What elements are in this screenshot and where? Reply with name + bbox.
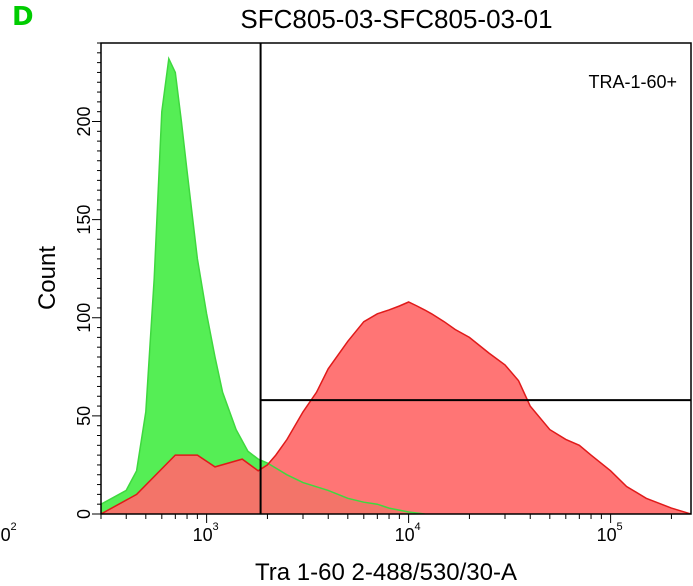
x-axis-title: Tra 1-60 2-488/530/30-A <box>255 559 517 586</box>
x-tick-exponent: 2 <box>11 521 17 533</box>
x-tick-exponent: 4 <box>415 521 421 533</box>
y-tick-label: 200 <box>74 106 94 136</box>
y-tick-label: 50 <box>74 406 94 426</box>
x-tick-label: 10 <box>395 525 415 545</box>
panel-label: D <box>12 2 34 32</box>
series-2-area <box>101 302 691 514</box>
y-tick-label: 150 <box>74 205 94 235</box>
chart-title: SFC805-03-SFC805-03-01 <box>240 4 553 34</box>
x-tick-label: 10 <box>0 525 11 545</box>
y-tick-label: 100 <box>74 303 94 333</box>
series-1-outline <box>101 56 425 514</box>
gate-label: TRA-1-60+ <box>588 72 677 92</box>
y-tick-label: 0 <box>74 509 94 519</box>
x-tick-exponent: 3 <box>213 521 219 533</box>
x-tick-exponent: 5 <box>617 521 623 533</box>
x-tick-label: 10 <box>597 525 617 545</box>
series-1-area <box>101 58 425 514</box>
x-tick-label: 10 <box>193 525 213 545</box>
y-axis-title: Count <box>34 246 61 310</box>
